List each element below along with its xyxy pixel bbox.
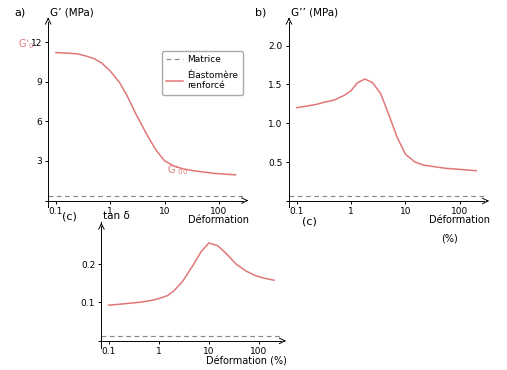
Text: tan δ: tan δ [103, 211, 130, 221]
Text: (%): (%) [441, 233, 457, 243]
Text: Déformation: Déformation [188, 215, 249, 225]
Text: (%): (%) [200, 233, 216, 243]
Text: (c): (c) [302, 216, 316, 226]
Text: G’ (MPa): G’ (MPa) [50, 7, 94, 17]
Text: G’’ (MPa): G’’ (MPa) [291, 7, 338, 17]
Legend: Matrice, Élastomère
renforcé: Matrice, Élastomère renforcé [162, 51, 243, 94]
Text: (c): (c) [62, 211, 77, 221]
Text: a): a) [14, 7, 25, 17]
Text: b): b) [255, 7, 266, 17]
Text: Déformation (%): Déformation (%) [206, 356, 287, 366]
Text: Déformation: Déformation [429, 215, 490, 225]
Text: G’$_{00}$: G’$_{00}$ [167, 163, 188, 177]
Text: G’$_0$: G’$_0$ [18, 37, 34, 51]
